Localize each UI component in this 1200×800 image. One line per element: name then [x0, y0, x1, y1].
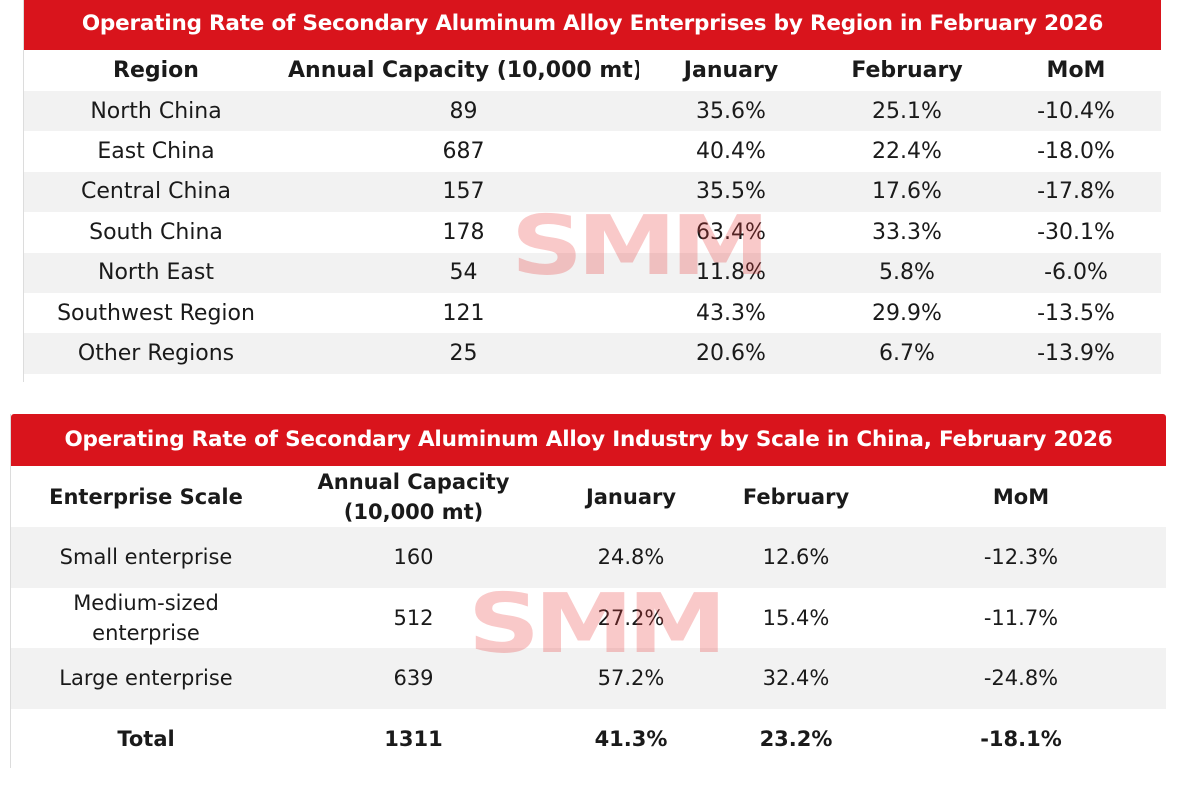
column-header: February [742, 484, 850, 509]
january-cell: 57.2% [546, 648, 716, 709]
capacity-cell: 54 [288, 252, 639, 293]
scale-table-header-row: Enterprise Scale Annual Capacity (10,000… [11, 466, 1166, 527]
february-cell: 22.4% [872, 139, 942, 165]
scale-cell: Medium-sized enterprise [73, 590, 219, 645]
region-table-block: Operating Rate of Secondary Aluminum All… [23, 0, 1161, 382]
mom-cell: -6.0% [991, 252, 1161, 293]
january-cell: 63.4% [696, 219, 766, 245]
region-table: Region Annual Capacity (10,000 mt) Janua… [24, 50, 1161, 374]
february-cell: 25.1% [823, 91, 991, 132]
mom-cell: -13.5% [1037, 300, 1115, 326]
february-cell: 32.4% [716, 648, 876, 709]
february-cell: 29.9% [872, 300, 942, 326]
february-cell: 5.8% [823, 252, 991, 293]
january-cell: 20.6% [639, 333, 823, 374]
table-row: North China 89 35.6% 25.1% -10.4% [24, 91, 1161, 132]
january-cell: 35.5% [639, 171, 823, 213]
column-header: Annual Capacity (10,000 mt) [288, 58, 639, 83]
table-row: South China 178 63.4% 33.3% -30.1% [24, 212, 1161, 252]
scale-cell: Small enterprise [11, 527, 281, 588]
mom-cell: -13.9% [991, 333, 1161, 374]
column-header: MoM [992, 484, 1050, 509]
january-cell: 35.6% [639, 91, 823, 132]
column-header: February [851, 58, 963, 83]
mom-cell: -17.8% [991, 171, 1161, 213]
column-header: Enterprise Scale [49, 484, 243, 509]
scale-table: Enterprise Scale Annual Capacity (10,000… [11, 466, 1166, 769]
table-row: Large enterprise 639 57.2% 32.4% -24.8% [11, 648, 1166, 709]
region-table-header-row: Region Annual Capacity (10,000 mt) Janua… [24, 50, 1161, 91]
column-header: Annual Capacity (10,000 mt) [317, 469, 510, 524]
scale-cell: Large enterprise [11, 648, 281, 709]
capacity-cell: 160 [281, 527, 546, 588]
region-table-title: Operating Rate of Secondary Aluminum All… [24, 0, 1161, 50]
scale-table-title: Operating Rate of Secondary Aluminum All… [11, 414, 1166, 466]
mom-cell: -11.7% [983, 605, 1059, 630]
february-cell: 23.2% [759, 726, 833, 751]
column-header: January [585, 484, 677, 509]
january-cell: 11.8% [639, 252, 823, 293]
region-cell: North China [24, 91, 288, 132]
capacity-cell: 1311 [384, 726, 443, 751]
column-header: MoM [1046, 58, 1106, 83]
total-row: Total 1311 41.3% 23.2% -18.1% [11, 709, 1166, 770]
region-cell: North East [24, 252, 288, 293]
february-cell: 15.4% [762, 605, 830, 630]
february-cell: 12.6% [716, 527, 876, 588]
capacity-cell: 639 [281, 648, 546, 709]
mom-cell: -12.3% [876, 527, 1166, 588]
column-header: Region [113, 58, 199, 83]
capacity-cell: 121 [442, 300, 485, 326]
table-row: Medium-sized enterprise 512 27.2% 15.4% … [11, 588, 1166, 649]
mom-cell: -18.1% [980, 726, 1062, 751]
mom-cell: -10.4% [991, 91, 1161, 132]
mom-cell: -24.8% [876, 648, 1166, 709]
capacity-cell: 157 [288, 171, 639, 213]
capacity-cell: 25 [288, 333, 639, 374]
table-row: North East 54 11.8% 5.8% -6.0% [24, 252, 1161, 293]
january-cell: 40.4% [696, 139, 766, 165]
january-cell: 27.2% [597, 605, 665, 630]
region-cell: Southwest Region [57, 300, 255, 326]
table-row: Small enterprise 160 24.8% 12.6% -12.3% [11, 527, 1166, 588]
capacity-cell: 178 [442, 219, 485, 245]
region-cell: East China [97, 139, 215, 165]
table-row: Southwest Region 121 43.3% 29.9% -13.5% [24, 293, 1161, 333]
table-row: East China 687 40.4% 22.4% -18.0% [24, 131, 1161, 171]
february-cell: 33.3% [872, 219, 942, 245]
table-row: Central China 157 35.5% 17.6% -17.8% [24, 171, 1161, 213]
capacity-cell: 512 [393, 605, 434, 630]
capacity-cell: 687 [442, 139, 485, 165]
february-cell: 6.7% [823, 333, 991, 374]
january-cell: 24.8% [546, 527, 716, 588]
capacity-cell: 89 [288, 91, 639, 132]
mom-cell: -18.0% [1037, 139, 1115, 165]
region-cell: South China [89, 219, 223, 245]
total-label-cell: Total [117, 726, 175, 751]
february-cell: 17.6% [823, 171, 991, 213]
region-cell: Central China [24, 171, 288, 213]
january-cell: 43.3% [696, 300, 766, 326]
column-header: January [683, 58, 779, 83]
region-cell: Other Regions [24, 333, 288, 374]
mom-cell: -30.1% [1037, 219, 1115, 245]
table-row: Other Regions 25 20.6% 6.7% -13.9% [24, 333, 1161, 374]
january-cell: 41.3% [594, 726, 668, 751]
scale-table-block: Operating Rate of Secondary Aluminum All… [10, 414, 1166, 768]
